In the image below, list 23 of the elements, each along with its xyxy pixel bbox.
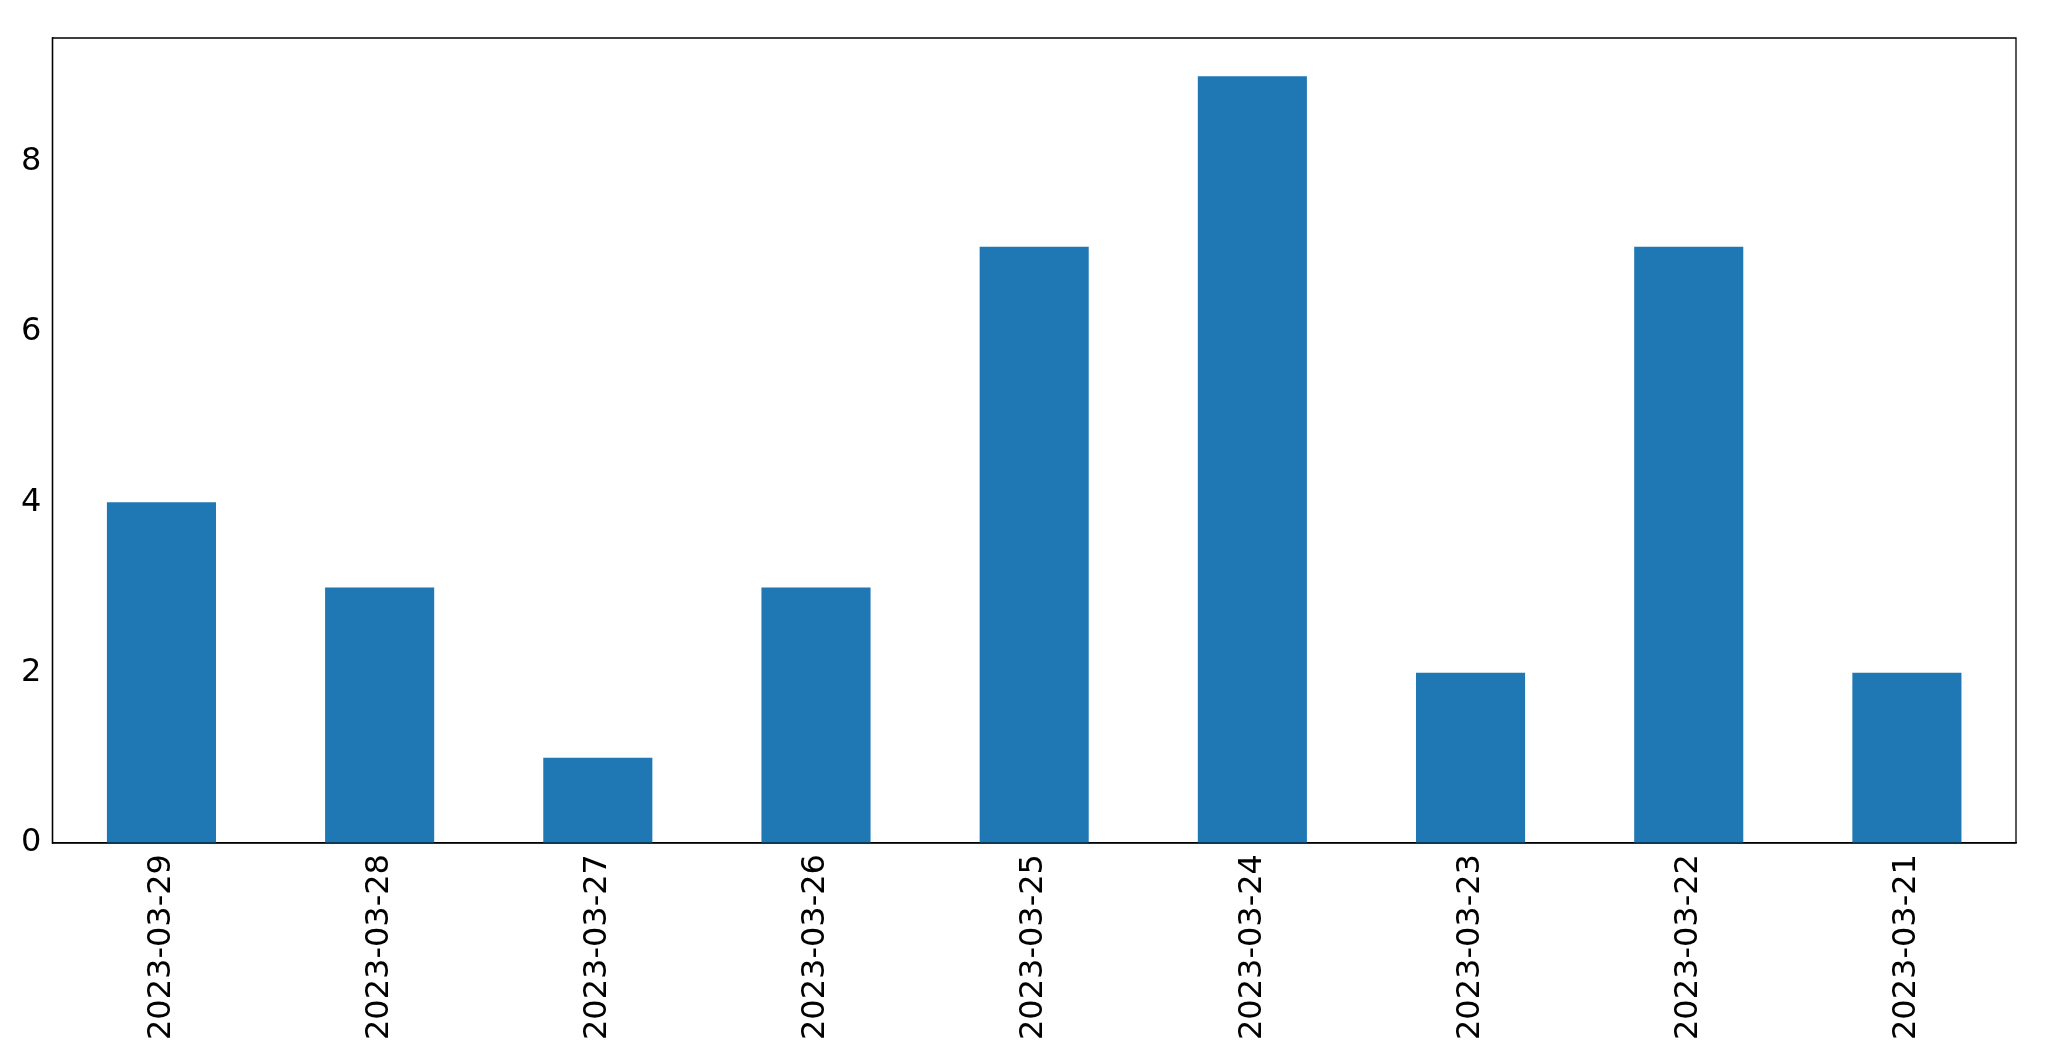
y-tick-label: 6 (21, 310, 42, 349)
x-tick-label: 2023-03-27 (576, 854, 615, 1040)
y-tick-label: 8 (21, 139, 42, 178)
x-tick-label: 2023-03-21 (1885, 854, 1924, 1040)
x-tick-label: 2023-03-25 (1012, 854, 1051, 1040)
bar (325, 587, 435, 844)
x-tick-label: 2023-03-26 (794, 854, 833, 1040)
bar (1634, 246, 1744, 844)
bar (1416, 672, 1526, 844)
y-tick-label: 2 (21, 650, 42, 689)
bar (761, 587, 871, 844)
bar (979, 246, 1089, 844)
bar (1197, 76, 1307, 844)
x-tick-label: 2023-03-22 (1667, 854, 1706, 1040)
x-tick-label: 2023-03-28 (357, 854, 396, 1040)
bar (543, 757, 653, 844)
y-tick-label: 0 (21, 821, 42, 860)
x-tick-label: 2023-03-24 (1230, 854, 1269, 1040)
x-tick-label: 2023-03-29 (139, 854, 178, 1040)
bar (106, 502, 216, 844)
x-tick-label: 2023-03-23 (1448, 854, 1487, 1040)
y-tick-label: 4 (21, 480, 42, 519)
bar (1852, 672, 1962, 844)
